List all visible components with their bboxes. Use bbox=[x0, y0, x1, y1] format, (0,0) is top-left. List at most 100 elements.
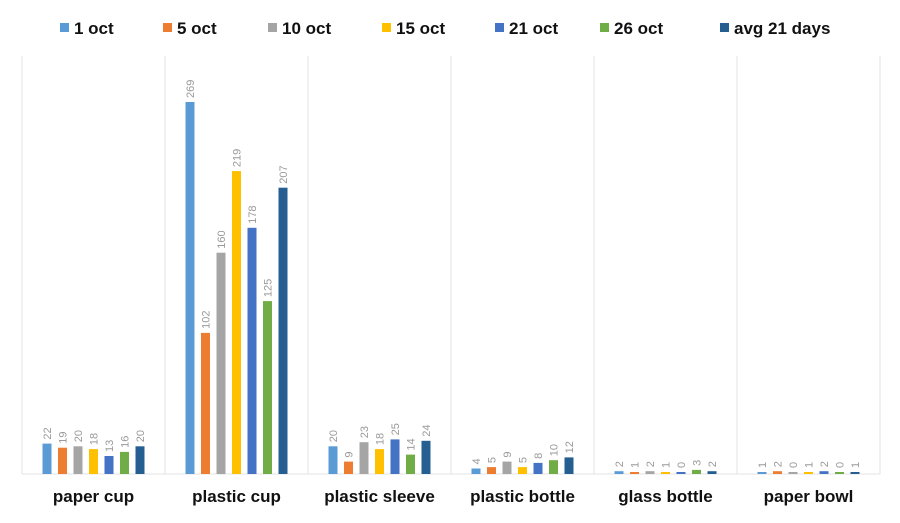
data-label: 5 bbox=[487, 457, 499, 463]
bar bbox=[278, 187, 288, 474]
category-label: paper bowl bbox=[764, 487, 854, 506]
bar bbox=[73, 446, 83, 474]
bar bbox=[835, 472, 844, 474]
legend-swatch bbox=[60, 23, 69, 32]
category-label: plastic cup bbox=[192, 487, 281, 506]
legend-item: 15 oct bbox=[382, 19, 445, 38]
bar bbox=[549, 460, 558, 474]
bar bbox=[804, 472, 813, 474]
category-label: plastic bottle bbox=[470, 487, 575, 506]
bar bbox=[359, 442, 369, 474]
bar bbox=[421, 440, 431, 474]
legend-label: 10 oct bbox=[282, 19, 331, 38]
legend-label: 15 oct bbox=[396, 19, 445, 38]
data-label: 1 bbox=[757, 462, 769, 468]
bar bbox=[89, 449, 98, 474]
legend-label: 26 oct bbox=[614, 19, 663, 38]
bar bbox=[58, 447, 67, 474]
bar bbox=[487, 467, 496, 474]
bar bbox=[232, 171, 241, 474]
bars bbox=[42, 102, 860, 474]
bar bbox=[502, 461, 512, 474]
bar bbox=[819, 471, 829, 474]
data-label: 2 bbox=[614, 461, 626, 467]
data-label: 125 bbox=[263, 279, 275, 297]
legend-swatch bbox=[163, 23, 172, 32]
legend-label: 1 oct bbox=[74, 19, 114, 38]
bar bbox=[564, 457, 574, 474]
data-label: 0 bbox=[676, 462, 688, 468]
bar bbox=[104, 456, 114, 474]
bar bbox=[201, 332, 210, 474]
data-label: 1 bbox=[850, 462, 862, 468]
data-label: 23 bbox=[359, 426, 371, 438]
data-label: 8 bbox=[533, 453, 545, 459]
data-label: 2 bbox=[645, 461, 657, 467]
data-label: 1 bbox=[630, 462, 642, 468]
data-label: 269 bbox=[185, 80, 197, 98]
bar bbox=[533, 462, 543, 474]
data-label: 2 bbox=[819, 461, 831, 467]
data-label: 10 bbox=[549, 444, 561, 456]
bar bbox=[850, 472, 860, 474]
bar bbox=[518, 467, 527, 474]
legend-swatch bbox=[600, 23, 609, 32]
bar bbox=[120, 451, 129, 474]
data-label: 18 bbox=[375, 433, 387, 445]
data-label: 160 bbox=[216, 230, 228, 248]
data-label: 207 bbox=[278, 165, 290, 183]
data-label: 1 bbox=[661, 462, 673, 468]
legend-label: avg 21 days bbox=[734, 19, 830, 38]
data-label: 4 bbox=[471, 458, 483, 464]
legend-swatch bbox=[495, 23, 504, 32]
data-label: 0 bbox=[788, 462, 800, 468]
bar bbox=[42, 443, 52, 474]
data-label: 16 bbox=[120, 436, 132, 448]
bar bbox=[661, 472, 670, 474]
legend-label: 21 oct bbox=[509, 19, 558, 38]
data-label: 3 bbox=[692, 460, 704, 466]
data-label: 9 bbox=[344, 451, 356, 457]
bar bbox=[707, 471, 717, 474]
data-label: 219 bbox=[232, 149, 244, 167]
bar bbox=[757, 472, 767, 474]
bar bbox=[471, 468, 481, 474]
legend-item: 5 oct bbox=[163, 19, 217, 38]
data-label: 2 bbox=[773, 461, 785, 467]
bar bbox=[328, 446, 338, 474]
legend: 1 oct 5 oct 10 oct 15 oct 21 oct 26 oct avg 21… bbox=[60, 19, 830, 38]
category-dividers bbox=[21, 56, 881, 475]
bar bbox=[247, 227, 257, 474]
data-label: 19 bbox=[58, 431, 70, 443]
bar bbox=[185, 102, 195, 474]
category-label: plastic sleeve bbox=[324, 487, 435, 506]
bar bbox=[645, 471, 655, 474]
category-label: paper cup bbox=[53, 487, 134, 506]
data-label: 102 bbox=[201, 311, 213, 329]
bar bbox=[390, 439, 400, 474]
data-label: 24 bbox=[421, 425, 433, 437]
data-label: 9 bbox=[502, 451, 514, 457]
bar bbox=[135, 446, 145, 474]
bar bbox=[216, 252, 226, 474]
legend-swatch bbox=[720, 23, 729, 32]
bar bbox=[692, 469, 701, 474]
legend-item: 26 oct bbox=[600, 19, 663, 38]
category-labels: paper cup plastic cup plastic sleeve plasti… bbox=[53, 487, 853, 506]
bar bbox=[788, 472, 798, 474]
data-label: 14 bbox=[406, 438, 418, 450]
legend-item: 1 oct bbox=[60, 19, 114, 38]
data-label: 20 bbox=[135, 430, 147, 442]
bar bbox=[263, 301, 272, 474]
legend-swatch bbox=[268, 23, 277, 32]
data-label: 178 bbox=[247, 205, 259, 223]
legend-item: avg 21 days bbox=[720, 19, 830, 38]
bar bbox=[614, 471, 624, 474]
legend-swatch bbox=[382, 23, 391, 32]
legend-item: 10 oct bbox=[268, 19, 331, 38]
data-label: 2 bbox=[707, 461, 719, 467]
data-label: 25 bbox=[390, 423, 402, 435]
data-label: 18 bbox=[89, 433, 101, 445]
